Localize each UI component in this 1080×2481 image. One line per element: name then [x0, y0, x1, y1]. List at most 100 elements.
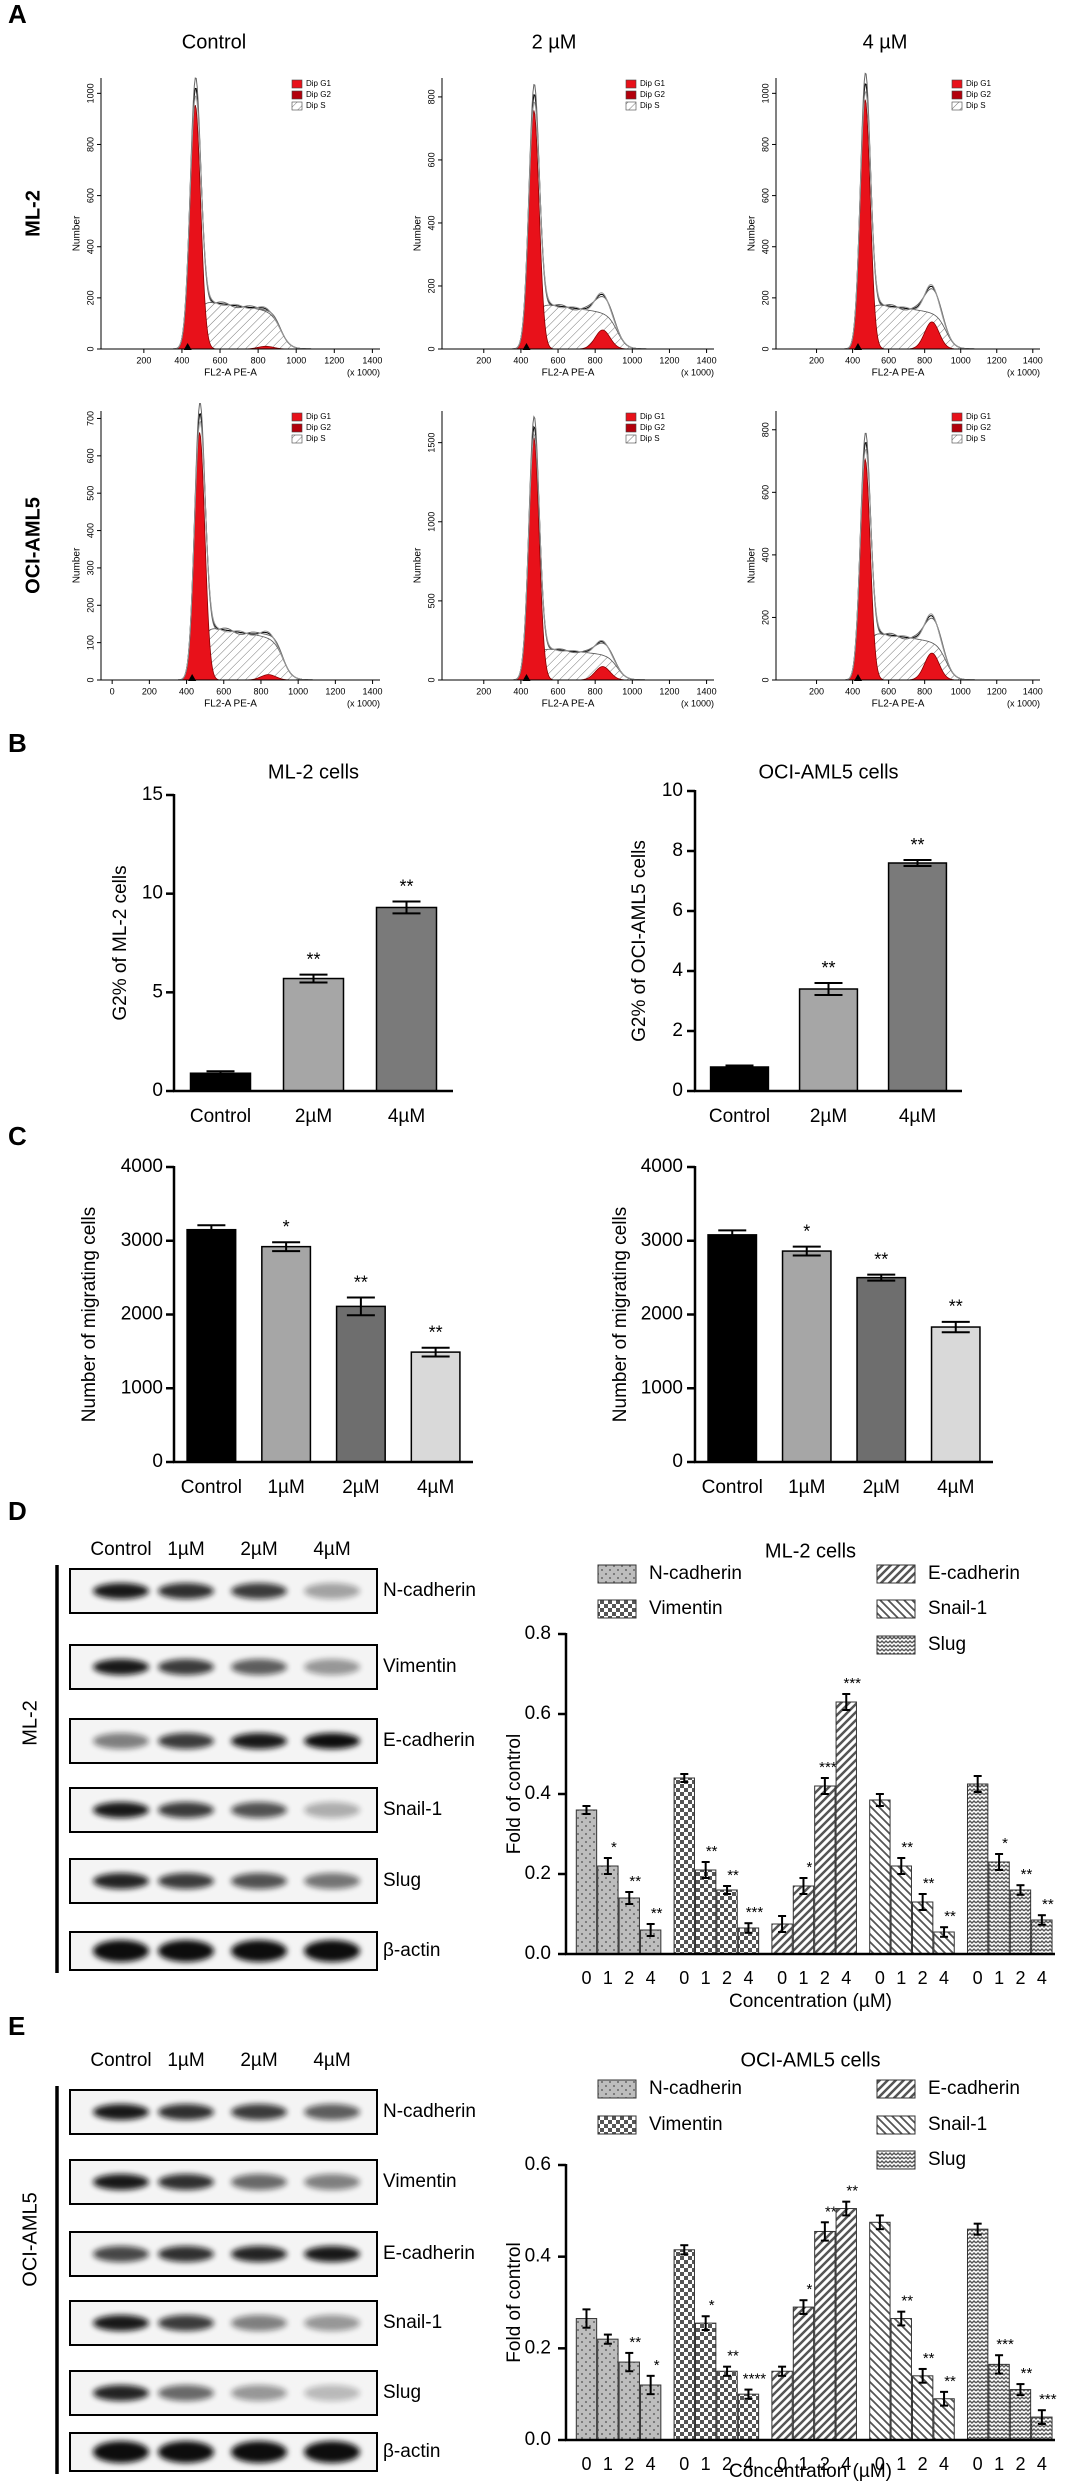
x-tick-label: 1000: [951, 355, 971, 365]
legend-swatch: [625, 90, 637, 100]
error-bar: [778, 1915, 787, 1933]
band: [93, 1733, 149, 1749]
x-axis-unit: (x 1000): [1007, 367, 1040, 377]
y-tick-label: 0: [152, 1451, 163, 1472]
x-tick-label: 1400: [362, 355, 382, 365]
band: [158, 1940, 214, 1962]
significance-label: ***: [996, 2336, 1014, 2353]
error-bar: [799, 1877, 808, 1895]
band: [158, 1733, 214, 1749]
error-bar: [392, 900, 421, 915]
x-tick-label: 4: [939, 1968, 949, 1988]
band: [304, 1873, 360, 1889]
legend-label: E-cadherin: [928, 1563, 1020, 1584]
significance-label: **: [727, 2348, 739, 2365]
y-tick-label: 800: [760, 137, 770, 152]
legend-label: Vimentin: [649, 2114, 723, 2135]
y-tick-label: 0.2: [525, 2337, 551, 2358]
band: [231, 1733, 287, 1749]
x-tick-label: 1: [896, 2454, 906, 2474]
legend-label: Dip G2: [640, 423, 665, 432]
y-tick-label: 700: [85, 411, 95, 426]
error-bar: [799, 2299, 808, 2315]
lane-label: 4µM: [313, 1539, 350, 1560]
error-bar: [1037, 2409, 1046, 2425]
chart-title: OCI-AML5 cells: [740, 2049, 880, 2071]
band: [158, 1873, 214, 1889]
x-tick-label: 800: [588, 686, 603, 696]
y-tick-label: 200: [760, 290, 770, 305]
legend-swatch: [951, 101, 963, 111]
x-tick-label: 0: [581, 1968, 591, 1988]
bar: [282, 977, 345, 1092]
bar: [792, 2306, 815, 2441]
significance-label: **: [651, 1905, 663, 1922]
lane-label: Control: [90, 1539, 151, 1560]
x-axis-label: FL2-A PE-A: [542, 699, 595, 710]
x-tick-label: 1400: [1023, 355, 1043, 365]
y-tick-label: 0: [672, 1080, 683, 1101]
y-tick-label: 800: [85, 137, 95, 152]
bar: [375, 906, 438, 1092]
bar: [835, 2208, 857, 2441]
bar: [988, 2363, 1010, 2441]
significance-label: **: [923, 2350, 935, 2367]
x-tick-label: 0: [973, 2454, 983, 2474]
legend-label: Dip G1: [640, 79, 665, 88]
error-bar: [897, 2310, 906, 2327]
panel-label: B: [8, 728, 27, 758]
legend-swatch: [625, 101, 637, 111]
y-axis-label: Number: [747, 547, 758, 583]
x-tick-label: 1: [994, 1968, 1004, 1988]
error-bar: [272, 1241, 301, 1253]
x-tick-label: 1: [896, 1968, 906, 1988]
legend-swatch: [597, 1599, 637, 1619]
legend-swatch: [597, 2079, 637, 2099]
legend-swatch: [291, 79, 303, 89]
error-bar: [421, 1346, 450, 1358]
legend-label: Dip G1: [306, 412, 331, 421]
x-tick-label: 1000: [951, 686, 971, 696]
x-tick-label: 2µM: [295, 1106, 332, 1127]
bar: [814, 2230, 836, 2441]
x-tick-label: 2µM: [863, 1477, 900, 1498]
legend-label: Dip S: [306, 434, 326, 443]
x-tick-label: Control: [709, 1106, 770, 1127]
bar: [792, 1885, 815, 1955]
bar: [835, 1701, 857, 1955]
x-tick-label: 2: [1015, 1968, 1025, 1988]
legend-swatch: [291, 412, 303, 422]
x-tick-label: 1: [603, 2454, 613, 2474]
x-tick-label: 2: [918, 1968, 928, 1988]
protein-label: Slug: [383, 1870, 421, 1891]
error-bar: [723, 1885, 732, 1895]
gate-marker: [853, 674, 862, 681]
error-bar: [723, 2365, 732, 2377]
x-tick-label: 1µM: [267, 1477, 304, 1498]
panel-label: A: [8, 0, 27, 29]
x-tick-label: 2µM: [342, 1477, 379, 1498]
x-tick-label: 600: [551, 355, 566, 365]
legend-label: N-cadherin: [649, 2078, 742, 2099]
x-tick-label: 1000: [288, 686, 308, 696]
significance-label: **: [910, 835, 924, 855]
bar: [673, 1777, 695, 1955]
x-tick-label: 200: [809, 686, 824, 696]
legend-label: Dip G2: [306, 423, 331, 432]
y-tick-label: 0.4: [525, 2246, 552, 2267]
y-tick-label: 400: [760, 239, 770, 254]
y-tick-label: 4000: [641, 1156, 683, 1177]
legend-label: Dip S: [640, 434, 660, 443]
lane-label: 2µM: [240, 2050, 277, 2071]
significance-label: **: [949, 1297, 963, 1317]
error-bar: [197, 1224, 226, 1236]
band: [93, 1659, 149, 1675]
y-tick-label: 600: [85, 448, 95, 463]
band: [304, 2315, 360, 2331]
error-bar: [875, 1793, 884, 1807]
x-tick-label: 600: [213, 355, 228, 365]
y-tick-label: 1000: [426, 512, 436, 532]
band: [93, 1873, 149, 1889]
bar: [890, 1865, 912, 1955]
x-axis-label: FL2-A PE-A: [872, 368, 925, 379]
